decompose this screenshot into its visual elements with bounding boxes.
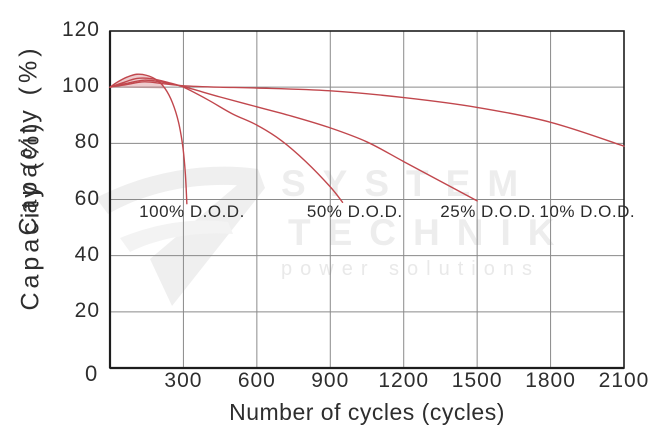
y-tick-label: 100	[61, 74, 100, 98]
x-tick-label: 1200	[378, 369, 430, 392]
dod-annotation: 50% D.O.D.	[306, 202, 403, 222]
y-tick-label: 60	[74, 186, 100, 210]
x-tick-label: 300	[164, 369, 203, 392]
watermark-brand-word-2: TECHNIK	[288, 212, 572, 253]
watermark-tagline: power solutions	[281, 258, 540, 280]
curve-25-dod	[109, 79, 478, 202]
dod-annotation: 100% D.O.D.	[139, 202, 245, 222]
x-tick-label: 900	[311, 369, 350, 392]
x-tick-label: 1800	[525, 369, 576, 392]
y-tick-label: 20	[74, 298, 100, 322]
y-tick-label: 120	[61, 18, 100, 41]
origin-tick-label: 0	[85, 361, 99, 386]
x-tick-label: 2100	[598, 369, 650, 392]
x-tick-label: 1500	[451, 369, 503, 392]
watermark-brand-word-1: SYSTEM	[281, 163, 536, 204]
dod-annotation: 25% D.O.D.	[440, 202, 537, 222]
y-tick-label: 40	[74, 242, 100, 266]
x-axis-title: Number of cycles (cycles)	[229, 399, 505, 425]
dod-annotation: 10% D.O.D.	[539, 202, 636, 222]
y-tick-label: 80	[74, 130, 100, 154]
curve-10-dod	[109, 81, 625, 147]
curve-50-dod	[109, 77, 344, 204]
x-tick-label: 600	[237, 369, 276, 392]
